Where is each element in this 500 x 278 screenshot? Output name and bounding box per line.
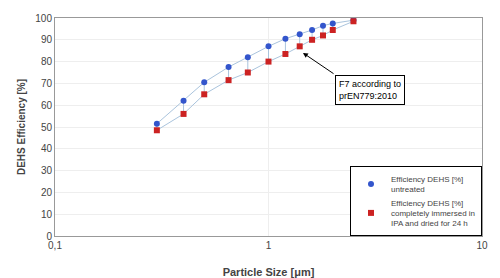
svg-text:1: 1 — [266, 240, 272, 251]
svg-text:30: 30 — [41, 165, 53, 176]
svg-text:50: 50 — [41, 122, 53, 133]
svg-text:Efficiency DEHS [%]completely: Efficiency DEHS [%]completely immersed i… — [391, 199, 475, 229]
svg-text:Particle Size [μm]: Particle Size [μm] — [223, 266, 315, 278]
svg-text:70: 70 — [41, 78, 53, 89]
svg-text:10: 10 — [476, 240, 488, 251]
svg-text:F7 according toprEN779:2010: F7 according toprEN779:2010 — [339, 79, 401, 101]
svg-text:Efficiency DEHS [%]untreated: Efficiency DEHS [%]untreated — [391, 175, 463, 194]
svg-text:0: 0 — [46, 231, 52, 242]
svg-text:0,1: 0,1 — [48, 240, 62, 251]
svg-text:DEHS Efficiency [%]: DEHS Efficiency [%] — [16, 79, 27, 175]
svg-text:60: 60 — [41, 100, 53, 111]
svg-text:40: 40 — [41, 143, 53, 154]
svg-text:80: 80 — [41, 56, 53, 67]
svg-text:100: 100 — [35, 13, 52, 24]
svg-text:20: 20 — [41, 187, 53, 198]
svg-text:90: 90 — [41, 34, 53, 45]
svg-text:10: 10 — [41, 209, 53, 220]
